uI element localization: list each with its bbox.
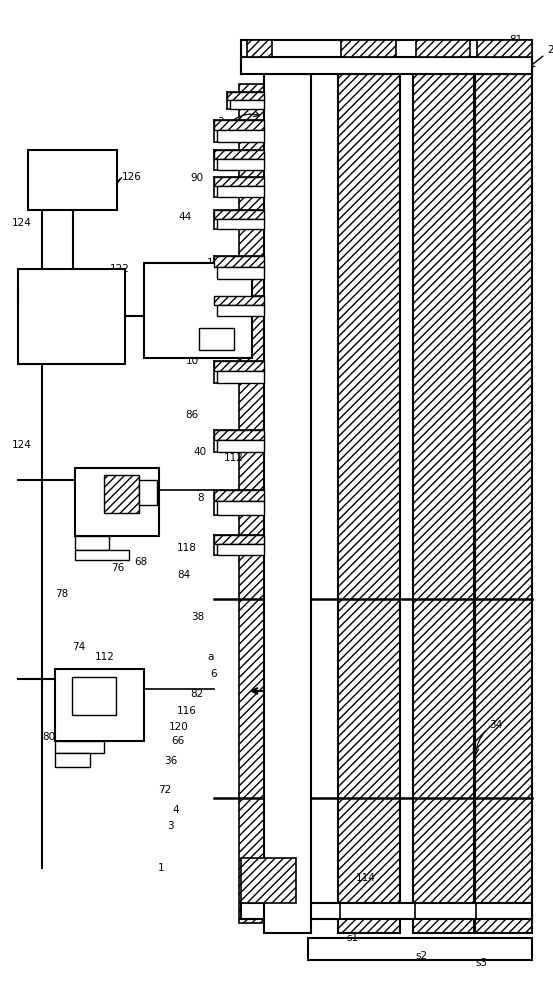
Bar: [217, 159, 264, 170]
Bar: [217, 371, 264, 383]
Bar: [247, 40, 272, 57]
Bar: [217, 305, 264, 316]
Bar: [241, 858, 296, 903]
Bar: [341, 40, 396, 57]
Text: 81: 81: [509, 35, 523, 45]
Bar: [214, 177, 264, 186]
Text: 126: 126: [121, 172, 141, 182]
Bar: [217, 130, 264, 142]
Text: 74: 74: [72, 642, 85, 652]
Text: 10: 10: [186, 356, 199, 366]
Bar: [217, 544, 264, 555]
Text: 4: 4: [173, 805, 179, 815]
Bar: [217, 219, 264, 229]
Bar: [264, 74, 311, 933]
Bar: [476, 74, 532, 933]
Bar: [217, 501, 264, 515]
Bar: [241, 903, 532, 919]
Text: 3: 3: [168, 821, 174, 831]
Bar: [217, 186, 264, 197]
Bar: [416, 40, 471, 57]
Text: 68: 68: [134, 557, 148, 567]
Bar: [413, 74, 474, 933]
Text: s1: s1: [346, 933, 358, 943]
Text: 34: 34: [489, 720, 503, 730]
Text: 118: 118: [177, 543, 197, 553]
Bar: [214, 535, 264, 544]
Bar: [75, 550, 129, 560]
Bar: [214, 361, 264, 371]
Text: 44: 44: [179, 212, 192, 222]
Text: 78: 78: [55, 589, 68, 599]
Text: 77: 77: [75, 487, 88, 497]
Bar: [55, 669, 144, 741]
Text: 8: 8: [197, 493, 204, 503]
Bar: [227, 92, 264, 100]
Text: 86: 86: [186, 410, 199, 420]
Bar: [55, 753, 90, 767]
Text: 12: 12: [207, 258, 220, 268]
Text: 6: 6: [210, 669, 217, 679]
Text: 124: 124: [95, 334, 114, 344]
Text: 116: 116: [177, 706, 197, 716]
Bar: [214, 490, 264, 501]
Text: 124: 124: [12, 440, 32, 450]
Bar: [214, 296, 264, 305]
Text: 1: 1: [158, 863, 164, 873]
Text: 128: 128: [191, 268, 211, 278]
Text: 88: 88: [171, 264, 184, 274]
Text: 80: 80: [42, 732, 55, 742]
Bar: [72, 677, 116, 715]
Bar: [230, 100, 264, 109]
Bar: [241, 57, 532, 74]
Bar: [217, 267, 264, 279]
Bar: [105, 475, 139, 513]
Bar: [214, 210, 264, 219]
Text: 112: 112: [224, 453, 244, 463]
Text: 76: 76: [111, 563, 124, 573]
Bar: [214, 256, 264, 267]
Bar: [28, 150, 117, 210]
Text: 124: 124: [12, 218, 32, 228]
Text: 38: 38: [191, 612, 204, 622]
Text: s2: s2: [416, 951, 428, 961]
Bar: [214, 150, 264, 159]
Bar: [75, 536, 109, 550]
Text: 42: 42: [176, 304, 189, 314]
Text: 70: 70: [100, 493, 113, 503]
Text: 3: 3: [217, 117, 224, 127]
Bar: [18, 269, 126, 364]
Text: 82: 82: [191, 689, 204, 699]
Text: 84: 84: [178, 570, 191, 580]
Text: 122: 122: [109, 264, 129, 274]
Text: a: a: [207, 652, 214, 662]
Text: 90: 90: [191, 173, 204, 183]
Bar: [239, 84, 267, 923]
Bar: [338, 74, 400, 933]
Text: 36: 36: [164, 756, 177, 766]
Bar: [55, 741, 105, 753]
Text: 72: 72: [158, 785, 171, 795]
Text: 120: 120: [169, 722, 189, 732]
Bar: [199, 328, 234, 350]
Text: P: P: [213, 314, 224, 328]
Text: 40: 40: [194, 447, 207, 457]
Text: s3: s3: [476, 958, 488, 968]
Text: 114: 114: [356, 873, 376, 883]
Bar: [309, 938, 532, 960]
Text: 66: 66: [171, 736, 184, 746]
Bar: [75, 468, 159, 536]
Bar: [217, 440, 264, 452]
Text: 112: 112: [95, 652, 114, 662]
Bar: [477, 40, 532, 57]
Text: 2: 2: [547, 45, 553, 55]
Bar: [214, 430, 264, 440]
Bar: [144, 263, 252, 358]
Bar: [139, 480, 157, 505]
Bar: [214, 120, 264, 130]
